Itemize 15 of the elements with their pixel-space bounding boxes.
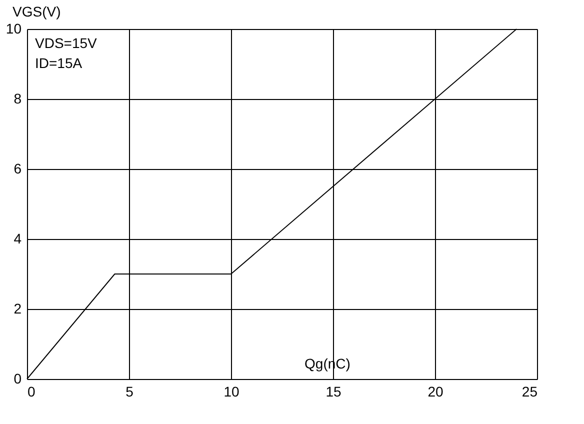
x-tick-label: 5 [126,384,134,400]
y-tick-label: 10 [6,20,22,36]
y-tick-label: 2 [14,300,22,316]
x-tick-label: 0 [28,384,36,400]
x-tick-label: 20 [428,384,444,400]
annotation: VDS=15V [35,35,98,51]
x-tick-label: 10 [224,384,240,400]
y-tick-label: 8 [14,90,22,106]
y-tick-label: 6 [14,160,22,176]
annotation: ID=15A [35,55,83,71]
y-tick-label: 4 [14,230,22,246]
y-axis-title: VGS(V) [12,4,61,20]
y-tick-label: 0 [14,370,22,386]
x-tick-label: 15 [326,384,342,400]
x-tick-label: 25 [522,384,538,400]
